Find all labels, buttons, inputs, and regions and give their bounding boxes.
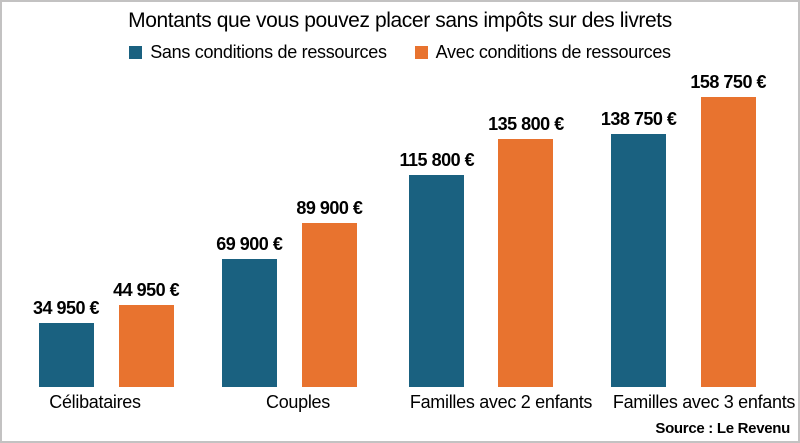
category-cell: Couples	[236, 392, 360, 413]
bar-unit: 89 900 €	[296, 198, 363, 387]
value-label: 135 800 €	[488, 114, 564, 134]
legend-swatch-orange-icon	[414, 46, 428, 59]
bar-group: 34 950 € 44 950 €	[33, 280, 180, 387]
category-cell: Célibataires	[33, 392, 157, 413]
value-label: 158 750 €	[690, 72, 766, 92]
bar	[498, 139, 554, 387]
bar	[221, 259, 277, 387]
category-cell: Familles avec 3 enfants	[613, 392, 796, 413]
category-cell: Familles avec 2 enfants	[410, 392, 593, 413]
bar	[118, 305, 174, 387]
bar	[611, 134, 667, 387]
bar-group: 69 900 € 89 900 €	[216, 198, 363, 387]
value-label: 34 950 €	[33, 298, 100, 318]
bar-unit: 115 800 €	[400, 150, 475, 387]
bar-unit: 138 750 €	[601, 109, 677, 387]
value-label: 138 750 €	[600, 109, 677, 129]
legend-item-sans-conditions: Sans conditions de ressources	[129, 42, 387, 63]
bar	[301, 223, 357, 387]
category-label: Célibataires	[49, 392, 141, 412]
legend-item-avec-conditions: Avec conditions de ressources	[414, 42, 671, 63]
value-label: 89 900 €	[296, 198, 363, 218]
category-label: Couples	[266, 392, 330, 412]
bar	[409, 175, 465, 387]
chart-title: Montants que vous pouvez placer sans imp…	[128, 9, 672, 32]
bar	[38, 323, 94, 387]
category-label: Familles avec 2 enfants	[409, 392, 593, 412]
bar-group: 115 800 € 135 800 €	[400, 114, 564, 387]
bar-unit: 44 950 €	[113, 280, 180, 387]
bar-unit: 69 900 €	[216, 234, 283, 387]
category-label: Familles avec 3 enfants	[612, 392, 796, 412]
legend-label: Sans conditions de ressources	[150, 42, 387, 62]
bar	[700, 97, 756, 387]
bar-unit: 135 800 €	[488, 114, 564, 387]
legend-swatch-teal-icon	[129, 46, 143, 59]
source-label: Source : Le Revenu	[655, 420, 790, 437]
value-label: 69 900 €	[216, 234, 283, 254]
bar-group: 138 750 € 158 750 €	[601, 72, 766, 387]
legend: Sans conditions de ressources Avec condi…	[2, 42, 798, 63]
value-label: 115 800 €	[399, 150, 475, 170]
plot-area: 34 950 € 44 950 € 69 900 € 89 900 € 115 800 …	[33, 72, 766, 387]
category-row: Célibataires Couples Familles avec 2 enfan…	[33, 392, 796, 413]
value-label: 44 950 €	[113, 280, 180, 300]
bar-unit: 158 750 €	[690, 72, 766, 387]
bar-unit: 34 950 €	[33, 298, 100, 387]
legend-label: Avec conditions de ressources	[435, 42, 671, 62]
